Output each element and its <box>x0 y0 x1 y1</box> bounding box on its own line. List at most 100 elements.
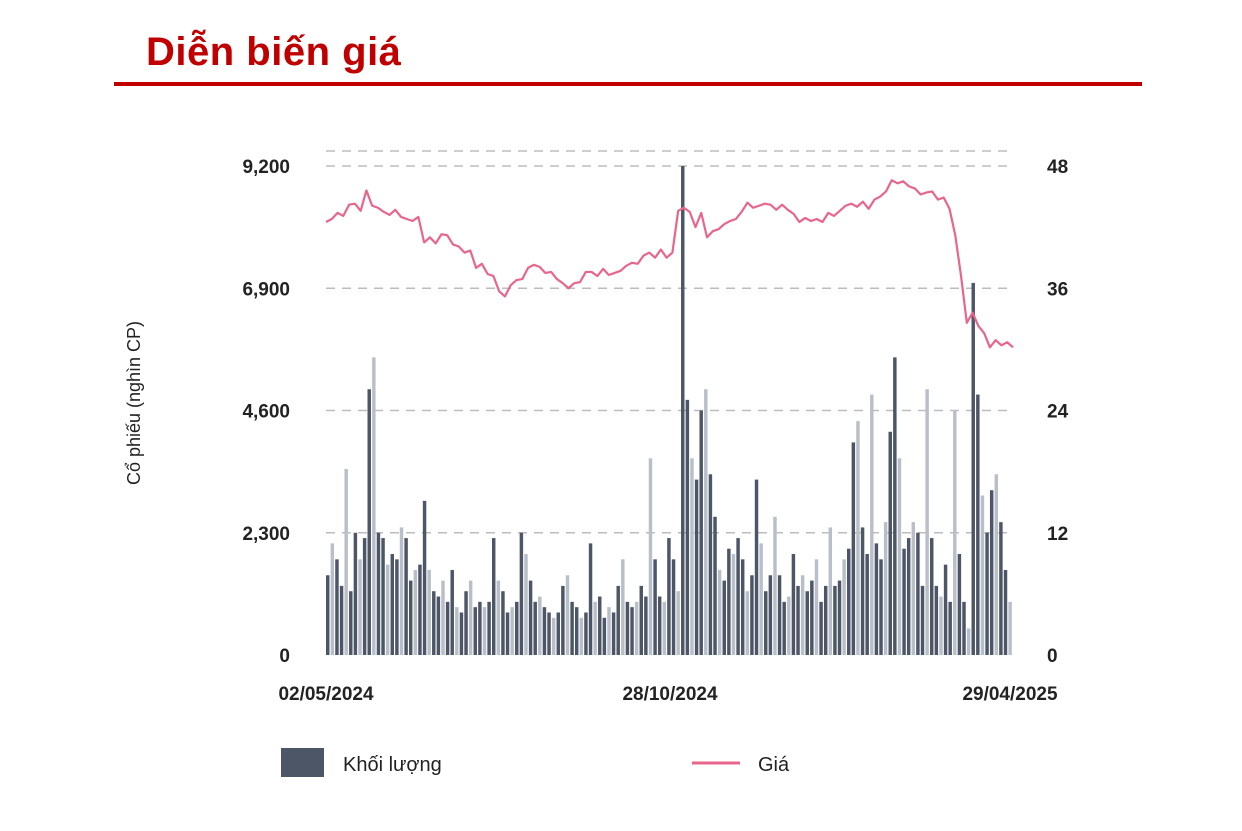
left-tick-label: 9,200 <box>242 157 290 178</box>
volume-bar <box>459 612 464 655</box>
left-tick-label: 6,900 <box>242 279 290 300</box>
right-tick-label: 0 <box>1047 646 1058 667</box>
volume-bar <box>676 591 680 655</box>
volume-bar <box>1008 601 1012 655</box>
volume-bar <box>464 591 468 655</box>
volume-bar <box>828 527 833 655</box>
volume-bar <box>681 166 685 655</box>
volume-bar <box>574 607 579 655</box>
volume-bar <box>888 431 892 655</box>
volume-bar <box>713 516 717 655</box>
volume-bar <box>372 357 376 655</box>
volume-bar <box>339 585 344 655</box>
volume-bar <box>395 559 399 655</box>
volume-bar <box>385 564 390 655</box>
volume-bar <box>473 607 477 655</box>
volume-bar <box>510 607 514 655</box>
volume-bar <box>358 559 362 655</box>
volume-bar <box>980 495 985 655</box>
volume-bar <box>948 601 952 655</box>
price-line-group <box>325 179 1014 349</box>
volume-bar <box>764 591 768 655</box>
volume-bar <box>519 532 524 655</box>
volume-bar <box>648 458 653 655</box>
volume-bar <box>561 585 565 655</box>
volume-bar <box>916 532 920 655</box>
volume-bar <box>538 596 542 655</box>
volume-bar <box>344 468 348 655</box>
volume-bar <box>736 538 740 655</box>
volume-bar <box>418 564 422 655</box>
volume-bar <box>971 282 975 655</box>
volume-bar <box>953 410 957 655</box>
volume-bar <box>717 569 722 655</box>
volume-bar <box>883 522 888 655</box>
volume-bar <box>777 575 782 655</box>
volume-bar <box>653 559 657 655</box>
volume-bar <box>930 538 934 655</box>
volume-bar <box>625 601 630 655</box>
volume-bar <box>662 601 667 655</box>
volume-bar <box>390 554 395 655</box>
volume-bar <box>814 559 819 655</box>
right-tick-label: 36 <box>1047 279 1068 300</box>
volume-bar <box>445 601 450 655</box>
volume-bar <box>376 532 381 655</box>
volume-bar <box>722 580 726 655</box>
volume-bar <box>657 596 662 655</box>
volume-bar <box>925 389 929 655</box>
volume-bar <box>436 596 441 655</box>
volume-bar <box>962 601 966 655</box>
price-line <box>325 179 1014 349</box>
axis-labels: 0 2,300 4,600 6,900 9,200 0 12 24 36 48 Cổ phiếu (… <box>124 157 1069 705</box>
volume-bar <box>870 394 874 655</box>
volume-bar <box>865 554 869 655</box>
volume-bar <box>367 389 371 655</box>
volume-bar <box>621 559 625 655</box>
volume-bar <box>989 490 994 655</box>
volume-bar <box>588 543 593 655</box>
volume-bar <box>399 527 404 655</box>
volume-bar <box>994 474 999 655</box>
volume-bar <box>805 591 809 655</box>
volume-bar <box>939 596 943 655</box>
volume-bar <box>634 601 639 655</box>
volume-bar <box>542 607 547 655</box>
volume-bar <box>487 601 491 655</box>
volume-bar <box>455 607 459 655</box>
volume-bar <box>851 442 856 655</box>
title-underline <box>114 82 1142 86</box>
volume-bar <box>759 543 763 655</box>
volume-bar <box>644 596 648 655</box>
volume-bar <box>879 559 883 655</box>
volume-bar <box>750 575 754 655</box>
volume-bar <box>441 580 445 655</box>
volume-bar <box>943 564 948 655</box>
volume-bar <box>823 585 828 655</box>
left-tick-label: 2,300 <box>242 524 290 545</box>
volume-bar <box>478 601 482 655</box>
volume-bar <box>791 554 796 655</box>
volume-bar <box>966 628 971 655</box>
volume-bar <box>482 607 487 655</box>
volume-bar <box>796 585 800 655</box>
volume-bar <box>326 575 330 655</box>
volume-bar <box>847 548 851 655</box>
volume-bar <box>773 516 777 655</box>
volume-bar <box>704 389 708 655</box>
volume-bar <box>957 554 962 655</box>
volume-bar <box>422 500 427 655</box>
volume-bar <box>999 522 1003 655</box>
volume-bar <box>505 612 510 655</box>
volume-bar <box>690 458 694 655</box>
volume-bar <box>699 410 703 655</box>
volume-bar <box>745 591 750 655</box>
volume-bar <box>611 612 616 655</box>
volume-bar <box>833 585 837 655</box>
volume-bar <box>349 591 353 655</box>
volume-bar <box>570 601 574 655</box>
volume-bar <box>787 596 791 655</box>
volume-bar <box>819 601 823 655</box>
volume-bar <box>842 559 846 655</box>
